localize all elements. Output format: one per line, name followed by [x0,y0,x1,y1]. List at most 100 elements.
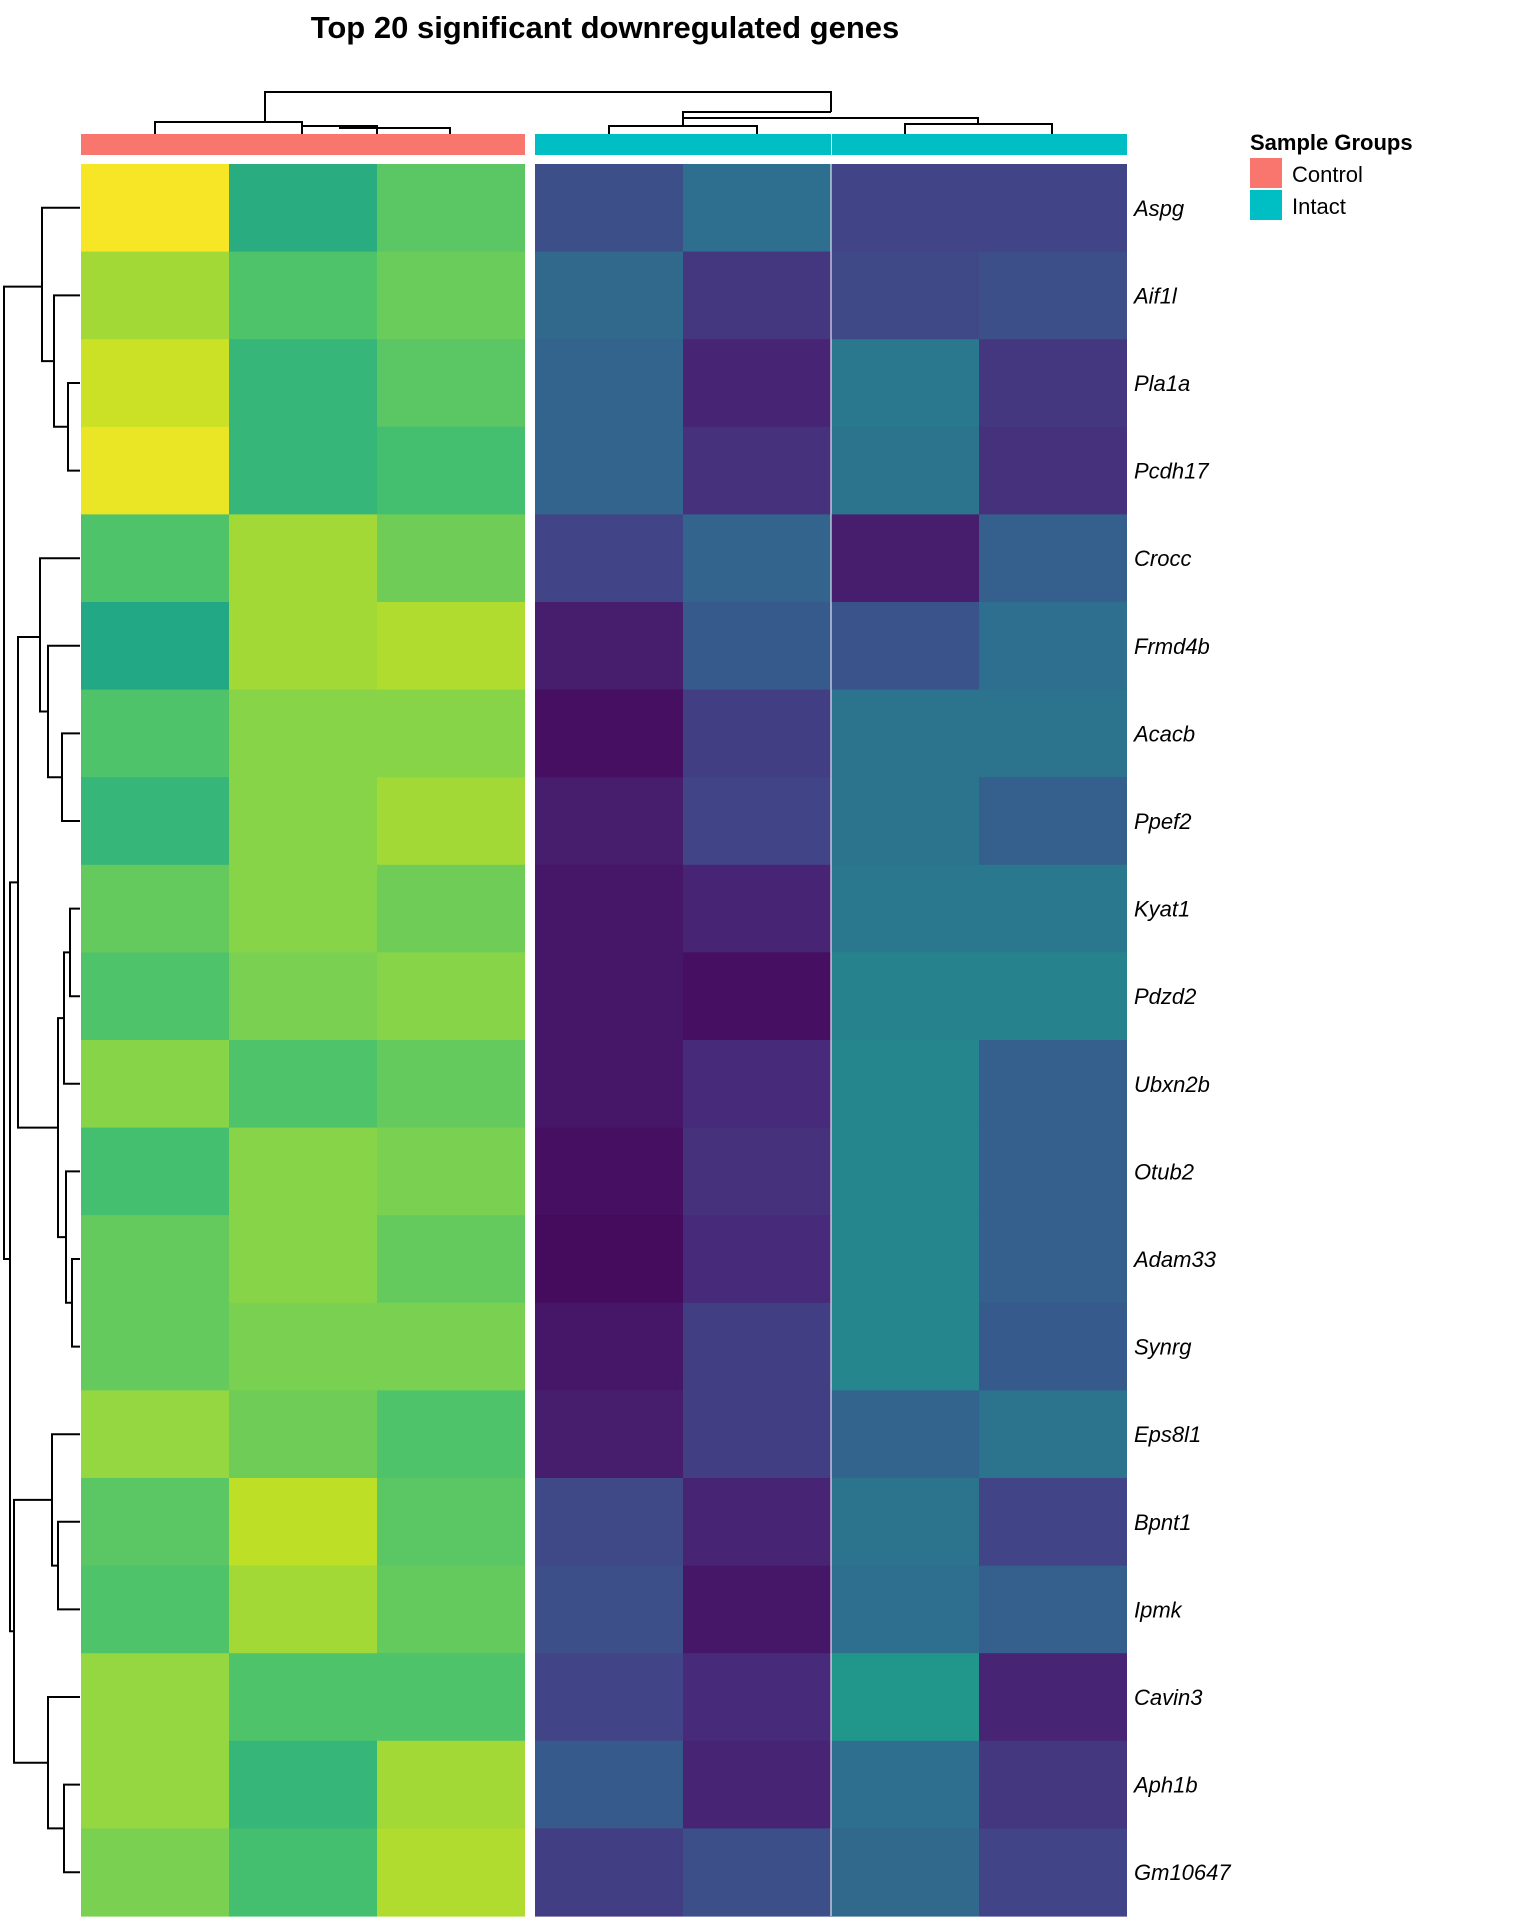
heatmap-cells [81,164,1127,1917]
heatmap-cell [81,1040,229,1129]
heatmap-cell [229,164,377,253]
heatmap-cell [377,514,525,603]
col-dendro-branch [608,125,758,134]
heatmap-cell [831,1740,979,1829]
heatmap-cell [81,426,229,515]
heatmap-cell [683,1040,831,1129]
row-label: Bpnt1 [1134,1510,1192,1535]
heatmap-cell [979,952,1127,1041]
row-label: Pcdh17 [1134,459,1209,484]
heatmap-cell [979,777,1127,866]
heatmap-cell [377,1390,525,1479]
heatmap-cell [229,251,377,340]
heatmap-cell [831,689,979,778]
heatmap-cell [683,1653,831,1742]
heatmap-cell [377,777,525,866]
heatmap-cell [229,1040,377,1129]
heatmap-cell [683,164,831,253]
heatmap-cell [535,1740,683,1829]
heatmap-cell [229,689,377,778]
heatmap-cell [535,1127,683,1216]
heatmap-cell [377,1653,525,1742]
row-label: Aif1l [1132,283,1178,308]
heatmap-cell [535,777,683,866]
heatmap-cell [979,251,1127,340]
row-dendro-branch [39,557,80,713]
row-dendro-branch [63,951,80,1085]
heatmap-cell [535,1302,683,1391]
heatmap-cell [81,164,229,253]
heatmap-cell [683,952,831,1041]
heatmap-cell [831,1215,979,1304]
heatmap-cell [535,251,683,340]
row-dendro-branch [71,1258,80,1348]
heatmap-cell [535,689,683,778]
heatmap-cell [831,1302,979,1391]
row-label: Aspg [1132,196,1185,221]
row-label: Kyat1 [1134,897,1190,922]
heatmap-cell [979,1040,1127,1129]
heatmap-cell [81,952,229,1041]
heatmap-cell [831,1565,979,1654]
heatmap-cell [831,777,979,866]
row-dendro-branch [57,1520,80,1611]
heatmap-cell [979,1565,1127,1654]
heatmap-cell [683,1302,831,1391]
heatmap-cell [81,1302,229,1391]
heatmap-cell [81,1478,229,1567]
heatmap-cell [229,1828,377,1917]
heatmap-cell [229,426,377,515]
column-group-annotation [81,134,1127,155]
group-bar-control [81,134,525,155]
heatmap-cell [979,164,1127,253]
heatmap-cell [229,602,377,691]
heatmap-cell [377,339,525,428]
heatmap-cell [831,1127,979,1216]
heatmap-cell [979,1127,1127,1216]
col-dendro-branch [682,117,979,126]
col-dendro-branch [264,91,832,122]
legend-label-control: Control [1292,162,1363,187]
heatmap-cell [683,1127,831,1216]
row-label: Eps8l1 [1134,1422,1201,1447]
heatmap-cell [683,689,831,778]
heatmap-cell [81,1653,229,1742]
heatmap-cell [979,1215,1127,1304]
row-dendro-branch [67,382,80,472]
col-dendro-branch [682,111,831,118]
heatmap-cell [377,164,525,253]
heatmap-cell [229,1653,377,1742]
col-dendro-branch [904,123,1053,134]
heatmap-cell [377,1828,525,1917]
heatmap-cell [683,514,831,603]
heatmap-cell [81,1127,229,1216]
heatmap-cell [831,164,979,253]
heatmap-cell [535,1565,683,1654]
heatmap-cell [979,514,1127,603]
heatmap-cell [535,864,683,953]
heatmap-cell [683,1390,831,1479]
row-dendro-branch [17,636,58,1129]
heatmap-cell [683,339,831,428]
col-dendro-branch [339,126,451,134]
row-label: Acacb [1132,721,1195,746]
heatmap-cell [229,1740,377,1829]
row-dendro-branch [13,1498,52,1764]
heatmap-cell [831,602,979,691]
legend-swatch-control [1250,158,1282,188]
column-dendrogram [154,91,1053,134]
legend-label-intact: Intact [1292,194,1346,219]
heatmap-cell [535,1478,683,1567]
heatmap-cell [81,1565,229,1654]
heatmap-cell [229,1478,377,1567]
heatmap-cell [979,864,1127,953]
heatmap-cell [377,1215,525,1304]
heatmap-cell [979,1828,1127,1917]
row-dendro-branch [47,644,80,779]
heatmap-cell [831,251,979,340]
heatmap-cell [81,864,229,953]
heatmap-cell [979,689,1127,778]
heatmap-cell [831,952,979,1041]
heatmap-cell [377,1478,525,1567]
